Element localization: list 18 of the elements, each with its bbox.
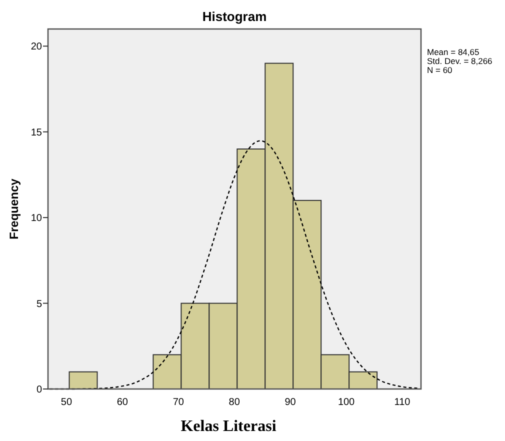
y-tick-label: 5: [36, 298, 42, 310]
x-tick-label: 100: [338, 397, 356, 408]
x-tick-label: 80: [228, 397, 240, 408]
x-tick-label: 60: [116, 397, 128, 408]
x-tick-label: 90: [284, 397, 296, 408]
text: Std. Dev. = 8,266: [427, 56, 493, 66]
y-tick-label: 15: [30, 127, 42, 138]
y-tick-label: 20: [30, 42, 42, 53]
x-axis-title: Kelas Literasi: [180, 418, 277, 435]
text: Mean = 84,65: [427, 47, 480, 57]
y-axis-title: Frequency: [7, 178, 21, 240]
text: N = 60: [427, 65, 453, 75]
x-tick-label: 110: [394, 397, 411, 408]
x-tick-label: 70: [172, 397, 184, 408]
x-tick-label: 50: [60, 397, 72, 408]
y-tick-label: 0: [36, 384, 42, 396]
chart-title: Histogram: [202, 9, 267, 24]
y-tick-label: 10: [30, 213, 42, 224]
